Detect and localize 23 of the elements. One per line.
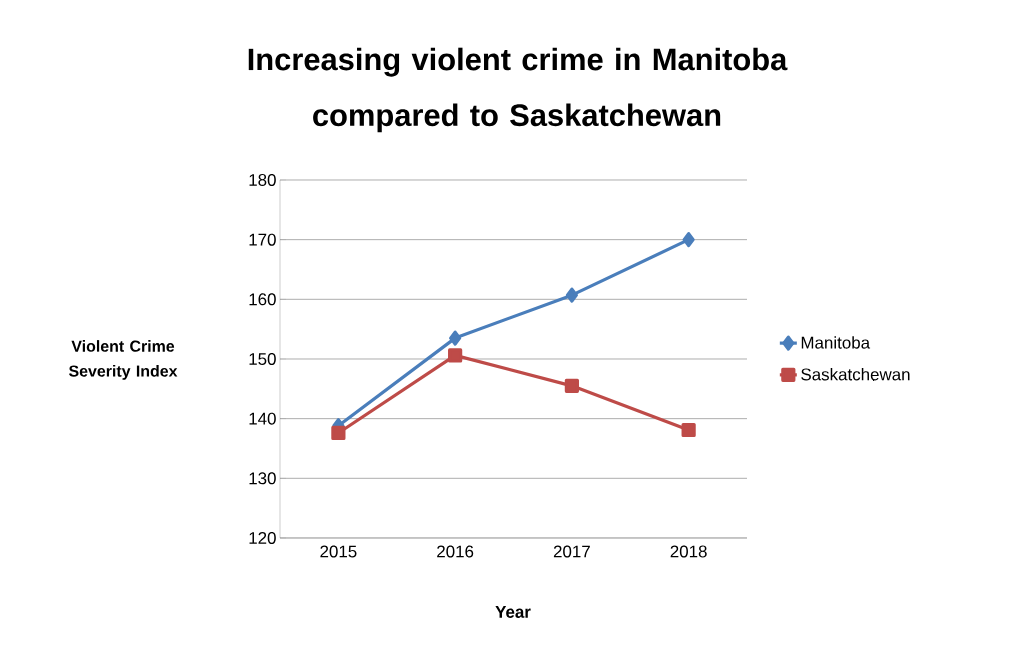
y-tick-label: 130	[249, 472, 276, 485]
y-tick-label: 170	[249, 233, 276, 246]
legend-label: Manitoba	[801, 336, 871, 349]
chart-title: Increasing violent crime in Manitoba compared to Saskatchewan	[248, 47, 788, 133]
x-tick-label: 2018	[670, 545, 707, 558]
y-tick-label: 140	[249, 412, 276, 425]
x-tick-label: 2016	[437, 545, 474, 558]
legend-label: Saskatchewan	[801, 367, 910, 381]
x-tick-label: 2015	[320, 545, 357, 558]
point	[449, 330, 462, 346]
y-tick-label: 150	[249, 352, 276, 365]
point	[565, 287, 578, 303]
x-axis-title: Year	[495, 606, 531, 618]
point	[682, 232, 695, 248]
y-axis-title: Violent Crime Severity Index	[68, 340, 178, 380]
point	[448, 348, 463, 363]
y-tick-label: 180	[249, 173, 276, 186]
y-tick-label: 120	[249, 531, 276, 544]
point	[681, 422, 696, 438]
y-tick-label: 160	[249, 293, 276, 306]
x-tick-label: 2017	[553, 545, 590, 558]
point	[331, 425, 346, 441]
point	[564, 378, 579, 393]
